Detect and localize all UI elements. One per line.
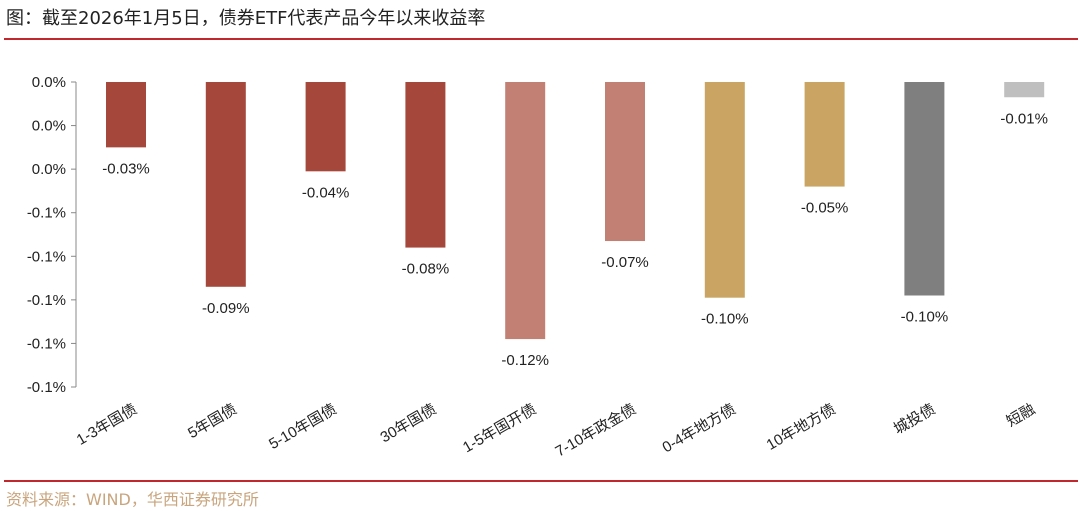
- data-label: -0.03%: [102, 160, 150, 177]
- bar-2: [205, 82, 246, 287]
- x-tick-label: 30年国债: [377, 401, 439, 447]
- y-tick-label: 0.0%: [32, 74, 66, 91]
- x-tick-label: 10年地方债: [764, 401, 839, 454]
- x-tick-label: 0-4年地方债: [660, 401, 739, 457]
- y-tick-label: -0.1%: [27, 379, 66, 396]
- chart-title: 图：截至2026年1月5日，债券ETF代表产品今年以来收益率: [6, 8, 486, 29]
- x-tick-label: 5年国债: [185, 401, 240, 442]
- data-label: -0.10%: [901, 309, 949, 326]
- data-label: -0.01%: [1000, 110, 1048, 127]
- x-tick-label: 7-10年政金债: [553, 401, 639, 461]
- data-label: -0.09%: [202, 300, 250, 317]
- y-tick-label: -0.1%: [27, 335, 66, 352]
- x-tick-label: 1-5年国开债: [460, 401, 539, 457]
- bar-7: [704, 82, 745, 298]
- bar-8: [804, 82, 845, 187]
- bottom-divider: [4, 480, 1078, 482]
- bar-6: [605, 82, 645, 242]
- source-note: 资料来源：WIND，华西证券研究所: [6, 490, 259, 509]
- data-label: -0.12%: [501, 352, 549, 369]
- y-tick-label: -0.1%: [27, 205, 66, 222]
- data-label: -0.10%: [701, 311, 749, 328]
- data-label: -0.04%: [302, 184, 350, 201]
- y-tick-label: -0.1%: [27, 292, 66, 309]
- x-tick-label: 5-10年国债: [266, 401, 339, 453]
- data-label: -0.08%: [402, 261, 450, 278]
- x-tick-label: 1-3年国债: [74, 401, 140, 449]
- bar-1: [106, 82, 146, 148]
- data-label: -0.05%: [801, 200, 849, 217]
- top-divider: [4, 38, 1078, 40]
- y-tick-label: -0.1%: [27, 248, 66, 265]
- bar-10: [1004, 82, 1045, 98]
- bar-3: [305, 82, 346, 172]
- bar-9: [904, 82, 945, 296]
- y-tick-label: 0.0%: [32, 161, 66, 178]
- bar-5: [505, 82, 546, 340]
- bar-4: [405, 82, 446, 248]
- x-tick-label: 短融: [1004, 401, 1038, 431]
- x-tick-label: 城投债: [891, 401, 938, 438]
- data-label: -0.07%: [601, 254, 649, 271]
- y-tick-label: 0.0%: [32, 118, 66, 135]
- bar-chart: 0.0% 0.0% 0.0% -0.1% -0.1% -0.1% -0.1% -0.1% -0.…: [27, 74, 1048, 461]
